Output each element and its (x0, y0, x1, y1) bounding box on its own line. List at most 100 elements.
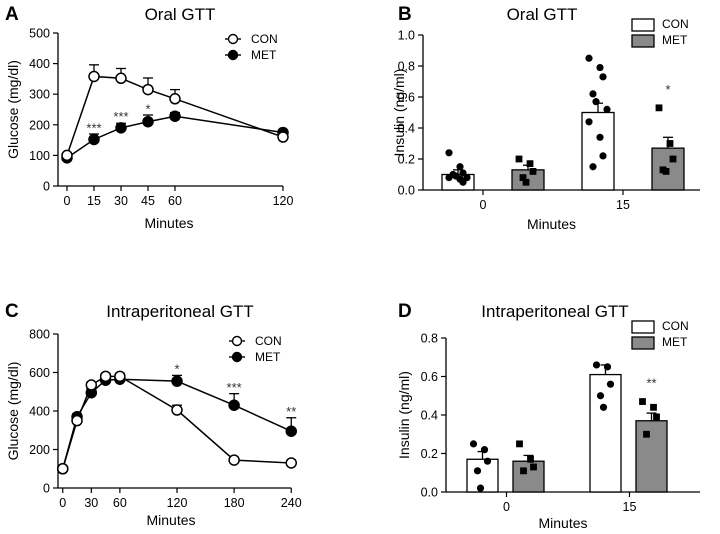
y-tick-label: 800 (29, 328, 50, 342)
legend-label-met: MET (662, 33, 688, 47)
bar-met-0 (512, 460, 545, 493)
data-point-met (650, 403, 657, 411)
data-point-met (88, 133, 100, 146)
panel-letter: B (398, 4, 412, 25)
data-point-con (585, 118, 593, 126)
data-point-con (606, 380, 615, 388)
data-point-met (115, 122, 127, 134)
data-point-con (85, 379, 98, 391)
data-point-con (599, 73, 607, 81)
y-tick-label: 0.0 (421, 486, 438, 500)
y-tick-label: 0.6 (398, 91, 415, 105)
data-point-con (592, 361, 601, 369)
legend-marker-met (231, 351, 243, 363)
x-tick-label: 120 (273, 194, 294, 208)
data-point-con (114, 370, 126, 383)
data-point-con (585, 54, 593, 62)
data-point-con (445, 149, 453, 157)
x-tick-label: 180 (224, 496, 245, 510)
y-tick-label: 200 (29, 118, 50, 132)
bar-met-15 (635, 420, 668, 493)
y-tick-label: 200 (29, 443, 50, 457)
data-point-con (88, 70, 100, 83)
legend-swatch-met (631, 34, 655, 48)
y-tick-label: 100 (29, 149, 50, 163)
x-tick-label: 0 (503, 500, 510, 514)
x-tick-label: 0 (64, 194, 71, 208)
y-tick-label: 0 (43, 180, 50, 194)
y-tick-label: 0.4 (398, 122, 415, 136)
legend-marker-con (227, 33, 239, 45)
y-tick-label: 400 (29, 57, 50, 71)
significance-marker: *** (227, 380, 242, 395)
y-tick-label: 400 (29, 405, 50, 419)
x-axis-label: Minutes (146, 512, 195, 528)
y-tick-label: 0.8 (398, 60, 415, 74)
data-point-met (639, 398, 646, 405)
data-point-met (530, 463, 537, 471)
data-point-con (456, 163, 464, 171)
data-point-met (522, 178, 530, 186)
data-point-con (71, 414, 83, 427)
significance-marker: *** (86, 120, 101, 135)
y-tick-label: 0.0 (398, 184, 415, 198)
x-tick-label: 15 (616, 198, 630, 212)
data-point-con (596, 133, 604, 141)
data-point-con (480, 446, 489, 454)
significance-marker: *** (113, 109, 128, 124)
data-point-con (99, 370, 112, 383)
y-tick-label: 0.6 (421, 370, 438, 384)
data-point-con (445, 174, 453, 182)
panel-letter: C (5, 301, 19, 322)
y-tick-label: 0.8 (421, 332, 438, 346)
data-point-met (666, 140, 674, 147)
chart-title: Intraperitoneal GTT (481, 302, 628, 321)
legend-swatch-con (631, 320, 655, 334)
significance-marker: * (174, 361, 179, 376)
data-point-con (142, 83, 154, 96)
data-point-met (529, 168, 537, 175)
data-point-con (589, 90, 597, 98)
data-point-con (599, 152, 607, 160)
data-point-con (459, 169, 467, 177)
data-point-con (459, 178, 467, 186)
data-point-con (603, 363, 612, 371)
y-axis-label: Glucose (mg/dl) (5, 60, 21, 159)
y-tick-label: 600 (29, 366, 50, 380)
data-point-con (603, 105, 611, 113)
data-point-met (285, 425, 297, 437)
data-point-con (473, 467, 482, 475)
x-tick-label: 30 (84, 496, 98, 510)
data-point-con (483, 457, 492, 465)
data-point-con (469, 440, 478, 448)
panel-letter: D (398, 301, 412, 322)
y-tick-label: 500 (29, 27, 50, 41)
legend-label-con: CON (662, 319, 689, 333)
x-tick-label: 0 (480, 198, 487, 212)
x-tick-label: 60 (113, 496, 127, 510)
chart-title: Oral GTT (145, 5, 216, 24)
significance-marker: ** (286, 404, 296, 419)
bar-con-15 (581, 111, 615, 191)
y-tick-label: 0.2 (398, 153, 415, 167)
data-point-met (527, 455, 534, 463)
legend-swatch-con (631, 18, 655, 32)
data-point-con (115, 72, 127, 85)
data-point-con (599, 403, 608, 411)
series-line-con (66, 75, 284, 156)
legend-label-met: MET (255, 350, 281, 364)
data-point-con (463, 174, 471, 182)
data-point-met (516, 440, 523, 448)
legend-label-con: CON (662, 17, 689, 31)
y-tick-label: 0.2 (421, 447, 438, 461)
x-axis-label: Minutes (144, 215, 193, 231)
legend-marker-con (231, 335, 243, 347)
legend-marker-met (227, 49, 239, 61)
data-point-met (653, 413, 660, 421)
y-axis-label: Glucose (mg/dl) (5, 362, 21, 461)
x-tick-label: 15 (87, 194, 101, 208)
y-tick-label: 1.0 (398, 29, 415, 43)
data-point-con (285, 457, 297, 469)
chart-title: Oral GTT (507, 5, 578, 24)
data-point-met (655, 104, 663, 112)
